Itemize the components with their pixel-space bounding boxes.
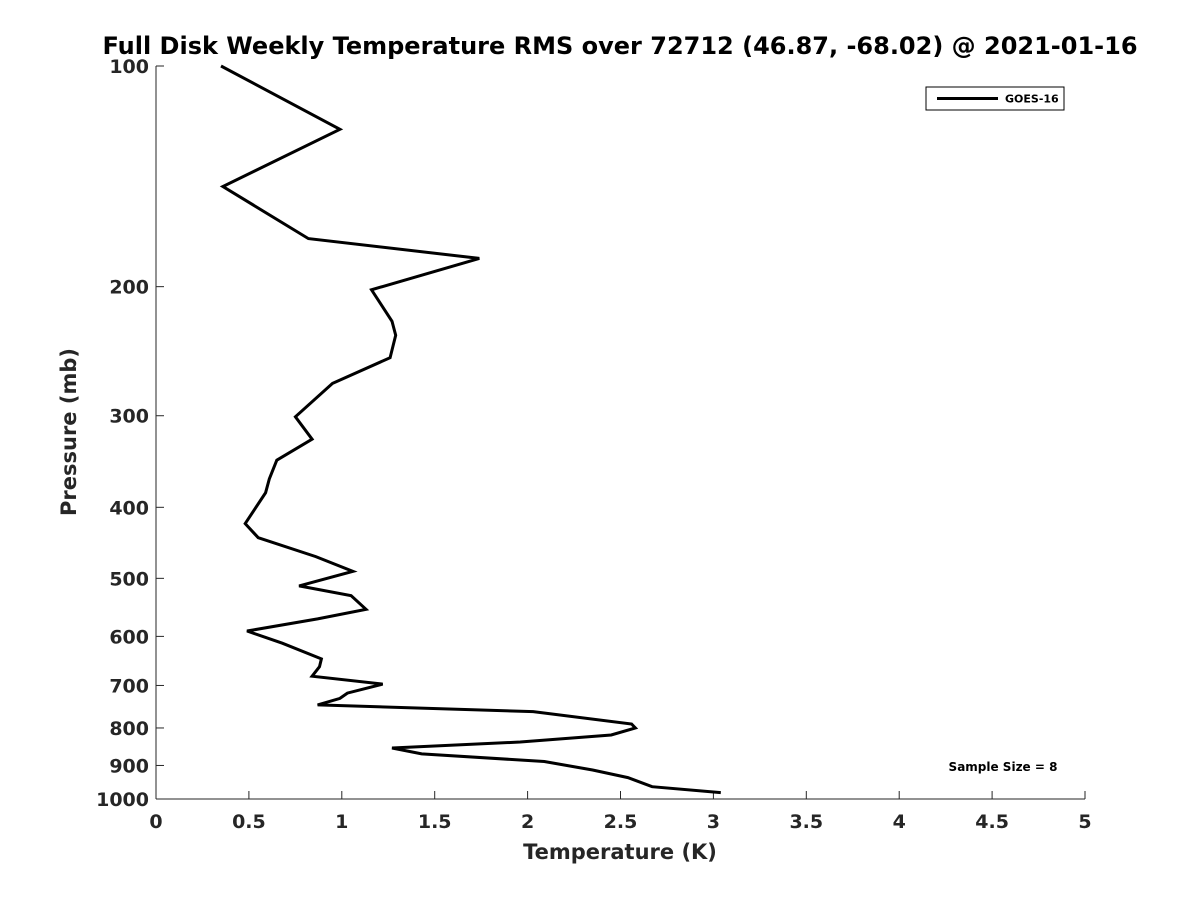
series-line-goes-16 [219,64,721,795]
x-tick-label: 2 [521,811,534,833]
y-tick-label: 1000 [96,789,149,811]
x-tick-label: 3 [707,811,720,833]
y-tick-label: 400 [109,497,149,519]
y-tick-label: 800 [109,718,149,740]
x-tick-label: 0 [149,811,162,833]
x-tick-label: 3.5 [789,811,823,833]
y-tick-label: 300 [109,406,149,428]
chart-title: Full Disk Weekly Temperature RMS over 72… [102,32,1137,60]
x-tick-label: 4 [893,811,906,833]
y-tick-label: 500 [109,568,149,590]
y-tick-label: 600 [109,626,149,648]
x-tick-label: 2.5 [604,811,638,833]
legend: GOES-16 [925,86,1065,111]
x-tick-label: 1 [335,811,348,833]
y-tick-label: 700 [109,675,149,697]
y-axis-label: Pressure (mb) [57,348,81,516]
sample-size-annotation: Sample Size = 8 [949,760,1058,774]
legend-label: GOES-16 [1005,93,1059,106]
x-axis-ticks: 0 0.5 1 1.5 2 2.5 3 3.5 4 4.5 5 [149,791,1092,833]
x-tick-label: 4.5 [975,811,1009,833]
y-tick-label: 100 [109,56,149,78]
y-tick-label: 200 [109,277,149,299]
y-tick-label: 900 [109,755,149,777]
plot-area [155,66,1085,800]
x-tick-label: 1.5 [418,811,452,833]
x-tick-label: 0.5 [232,811,266,833]
x-tick-label: 5 [1078,811,1091,833]
y-axis-ticks: 100 200 300 400 500 600 700 800 900 1000 [96,56,164,811]
x-axis-label: Temperature (K) [523,840,717,864]
